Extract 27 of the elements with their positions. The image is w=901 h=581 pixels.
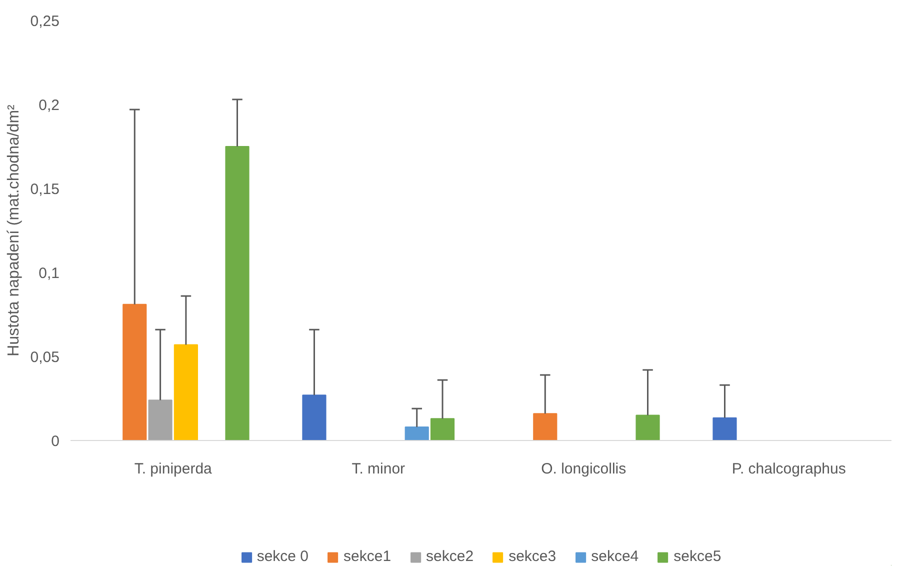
x-tick-label: P. chalcographus bbox=[732, 460, 846, 478]
legend-label: sekce1 bbox=[344, 548, 392, 565]
legend-label: sekce3 bbox=[508, 548, 556, 565]
legend-label: sekce2 bbox=[426, 548, 474, 565]
legend-label: sekce 0 bbox=[256, 548, 309, 565]
x-tick-label: O. longicollis bbox=[541, 460, 626, 478]
bar bbox=[174, 344, 198, 440]
y-tick-label: 0,15 bbox=[30, 181, 60, 198]
bar bbox=[533, 413, 558, 440]
y-tick-label: 0,05 bbox=[30, 349, 60, 366]
legend-label: sekce5 bbox=[674, 548, 722, 565]
y-tick-label: 0,1 bbox=[38, 265, 60, 282]
legend-label: sekce4 bbox=[591, 548, 639, 565]
bar bbox=[404, 426, 429, 440]
bar bbox=[430, 418, 455, 440]
bar bbox=[148, 400, 172, 440]
bar bbox=[636, 414, 660, 440]
x-tick-label: T. piniperda bbox=[134, 460, 213, 478]
y-tick-label: 0 bbox=[51, 433, 60, 450]
y-tick-label: 0,25 bbox=[30, 13, 60, 30]
bar bbox=[712, 417, 737, 440]
bar bbox=[302, 394, 326, 440]
bar bbox=[225, 146, 250, 440]
y-axis-title: Hustota napadení (mat.chodna/dm² bbox=[5, 104, 22, 356]
y-tick-label: 0,2 bbox=[38, 97, 60, 114]
x-tick-label: T. minor bbox=[352, 460, 406, 478]
bar bbox=[122, 304, 147, 440]
